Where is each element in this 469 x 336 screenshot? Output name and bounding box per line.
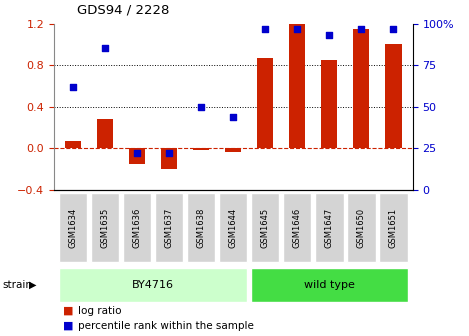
- Text: percentile rank within the sample: percentile rank within the sample: [78, 321, 254, 331]
- Point: [325, 33, 333, 38]
- Text: GSM1637: GSM1637: [165, 207, 174, 248]
- Text: log ratio: log ratio: [78, 306, 122, 316]
- Text: GSM1635: GSM1635: [101, 208, 110, 248]
- Text: GSM1636: GSM1636: [133, 207, 142, 248]
- Text: GSM1650: GSM1650: [357, 208, 366, 248]
- Point: [69, 84, 77, 89]
- Bar: [354, 29, 370, 148]
- FancyBboxPatch shape: [91, 193, 119, 262]
- Bar: [289, 24, 305, 148]
- Bar: [225, 148, 242, 153]
- Text: wild type: wild type: [304, 280, 355, 290]
- Point: [134, 151, 141, 156]
- Text: strain: strain: [2, 280, 32, 290]
- FancyBboxPatch shape: [251, 193, 280, 262]
- Point: [197, 104, 205, 110]
- Point: [230, 114, 237, 119]
- FancyBboxPatch shape: [315, 193, 343, 262]
- FancyBboxPatch shape: [283, 193, 311, 262]
- Bar: [129, 148, 145, 164]
- Text: GDS94 / 2228: GDS94 / 2228: [77, 4, 170, 17]
- Bar: [161, 148, 177, 169]
- Text: GSM1638: GSM1638: [197, 207, 206, 248]
- FancyBboxPatch shape: [59, 268, 248, 302]
- Text: GSM1651: GSM1651: [389, 208, 398, 248]
- Text: GSM1647: GSM1647: [325, 208, 334, 248]
- Text: GSM1645: GSM1645: [261, 208, 270, 248]
- FancyBboxPatch shape: [155, 193, 183, 262]
- Point: [358, 26, 365, 31]
- Point: [262, 26, 269, 31]
- Text: BY4716: BY4716: [132, 280, 174, 290]
- Bar: [193, 148, 209, 150]
- Bar: [65, 141, 81, 148]
- FancyBboxPatch shape: [251, 268, 408, 302]
- Point: [390, 26, 397, 31]
- Text: ■: ■: [63, 321, 74, 331]
- Text: GSM1634: GSM1634: [68, 208, 78, 248]
- Bar: [257, 58, 273, 148]
- FancyBboxPatch shape: [59, 193, 87, 262]
- FancyBboxPatch shape: [348, 193, 376, 262]
- FancyBboxPatch shape: [123, 193, 151, 262]
- Point: [294, 26, 301, 31]
- Bar: [97, 119, 113, 148]
- Text: ■: ■: [63, 306, 74, 316]
- Text: GSM1644: GSM1644: [229, 208, 238, 248]
- Point: [101, 46, 109, 51]
- Text: ▶: ▶: [29, 280, 37, 290]
- Point: [166, 151, 173, 156]
- FancyBboxPatch shape: [219, 193, 248, 262]
- Bar: [386, 44, 401, 148]
- FancyBboxPatch shape: [379, 193, 408, 262]
- FancyBboxPatch shape: [187, 193, 215, 262]
- Bar: [321, 60, 337, 148]
- Text: GSM1646: GSM1646: [293, 208, 302, 248]
